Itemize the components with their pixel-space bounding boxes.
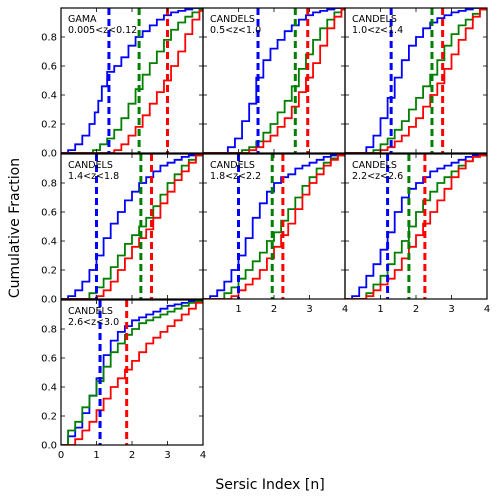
x-tick-label: 1 (377, 304, 383, 315)
panel-title-survey: GAMA (68, 14, 97, 25)
y-tick-label: 0.8 (41, 33, 57, 44)
panel-title-survey: CANDELS (210, 14, 255, 25)
y-tick-label: 0.0 (41, 295, 57, 306)
cdf-line-green (203, 8, 345, 153)
y-tick-label: 0.2 (41, 120, 57, 131)
panel-title-survey: CANDELS (68, 160, 113, 171)
cdf-line-red (61, 154, 203, 299)
y-tick-label: 0.6 (41, 62, 57, 73)
cdf-line-blue (345, 154, 487, 299)
panel-title-redshift: 0.5<z<1.0 (210, 25, 261, 36)
cdf-line-green (345, 8, 487, 153)
y-tick-label: 0.8 (41, 325, 57, 336)
cdf-line-red (203, 8, 345, 153)
x-tick-label: 2 (271, 304, 277, 315)
cdf-line-red (345, 154, 487, 299)
panel-title-survey: CANDELS (352, 160, 397, 171)
panel-title-redshift: 1.8<z<2.2 (210, 171, 261, 182)
panel-title-redshift: 1.4<z<1.8 (68, 171, 119, 182)
cdf-line-green (61, 300, 203, 445)
x-tick-label: 2 (413, 304, 419, 315)
panel-title-redshift: 2.6<z<3.0 (68, 317, 119, 328)
x-tick-label: 1 (235, 304, 241, 315)
y-tick-label: 0.2 (41, 412, 57, 423)
plot-area (61, 154, 203, 299)
cdf-line-red (345, 8, 487, 153)
y-tick-label: 0.4 (41, 91, 57, 102)
y-tick-label: 0.2 (41, 266, 57, 277)
x-tick-label: 4 (200, 450, 206, 461)
panel-title-redshift: 1.0<z<1.4 (352, 25, 403, 36)
cdf-line-green (61, 8, 203, 153)
cdf-line-blue (61, 8, 203, 153)
panel-title-survey: CANDELS (68, 306, 113, 317)
cdf-line-blue (61, 154, 203, 299)
cdf-line-blue (203, 8, 345, 153)
plot-area (345, 8, 487, 153)
panel-title-redshift: 2.2<z<2.6 (352, 171, 403, 182)
plot-area (61, 300, 203, 445)
cdf-line-red (61, 10, 203, 153)
y-tick-label: 0.4 (41, 237, 57, 248)
panel-title-survey: CANDELS (210, 160, 255, 171)
plot-area (203, 154, 345, 299)
cdf-line-red (61, 302, 203, 445)
y-tick-label: 0.8 (41, 179, 57, 190)
cdf-line-blue (61, 300, 203, 445)
panel-title-survey: CANDELS (352, 14, 397, 25)
cdf-line-blue (345, 8, 487, 153)
y-tick-label: 0.6 (41, 354, 57, 365)
x-axis-title: Sersic Index [n] (215, 477, 324, 493)
y-axis-title: Cumulative Fraction (7, 158, 23, 298)
cdf-line-blue (203, 154, 345, 299)
x-tick-label: 0 (58, 450, 64, 461)
x-tick-label: 2 (129, 450, 135, 461)
x-tick-label: 4 (484, 304, 490, 315)
x-tick-label: 3 (164, 450, 170, 461)
panels: 0.00.20.40.60.8GAMA0.005<z<0.12CANDELS0.… (41, 7, 490, 461)
x-tick-label: 4 (342, 304, 348, 315)
panel-title-redshift: 0.005<z<0.12 (68, 25, 137, 36)
x-tick-label: 3 (306, 304, 312, 315)
plot-area (345, 154, 487, 299)
cdf-line-green (61, 154, 203, 299)
y-tick-label: 0.0 (41, 441, 57, 452)
plot-area (61, 8, 203, 153)
x-tick-label: 3 (448, 304, 454, 315)
y-tick-label: 0.6 (41, 208, 57, 219)
x-tick-label: 1 (93, 450, 99, 461)
plot-area (203, 8, 345, 153)
y-tick-label: 0.0 (41, 149, 57, 160)
cdf-line-red (203, 154, 345, 299)
y-tick-label: 0.4 (41, 383, 57, 394)
